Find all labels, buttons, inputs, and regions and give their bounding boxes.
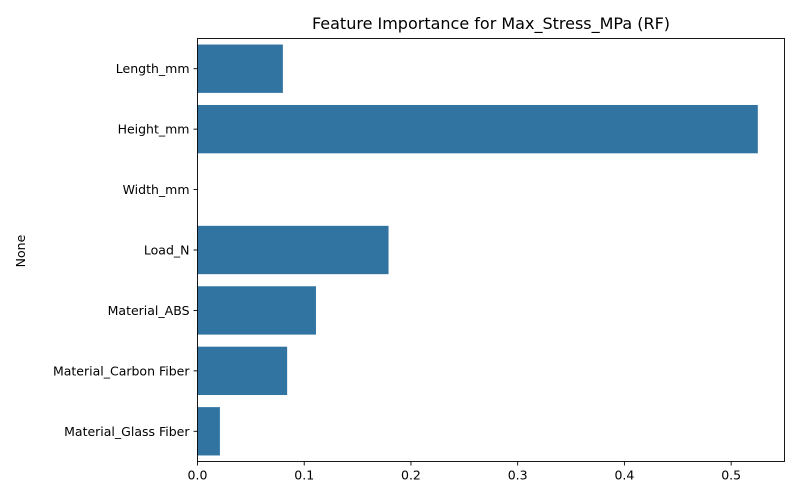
bars-layer (197, 44, 758, 456)
x-tick-label: 0.5 (721, 468, 741, 483)
bar-length-mm (197, 44, 283, 93)
x-tick-label: 0.0 (188, 468, 208, 483)
x-tick-label: 0.3 (508, 468, 528, 483)
y-tick-label: Width_mm (123, 182, 190, 197)
bar-material-carbon-fiber (197, 346, 288, 396)
plot-frame (197, 38, 785, 462)
y-tick-label: Length_mm (116, 61, 190, 76)
y-tick-label: Material_Glass Fiber (64, 424, 190, 439)
y-tick-label: Load_N (144, 243, 190, 258)
x-ticks: 0.0 0.1 0.2 0.3 0.4 0.5 (188, 461, 741, 483)
y-axis-label: None (13, 234, 28, 267)
bar-height-mm (197, 104, 758, 154)
bar-material-glass-fiber (197, 407, 220, 456)
x-tick-label: 0.1 (294, 468, 314, 483)
y-ticks: Length_mm Height_mm Width_mm Load_N Material… (53, 61, 198, 439)
x-tick-label: 0.4 (614, 468, 634, 483)
y-tick-label: Material_Carbon Fiber (53, 363, 190, 378)
chart-title: Feature Importance for Max_Stress_MPa (R… (312, 14, 670, 34)
bar-material-abs (197, 286, 316, 335)
y-tick-label: Material_ABS (108, 303, 190, 318)
x-tick-label: 0.2 (401, 468, 421, 483)
y-tick-label: Height_mm (118, 122, 190, 137)
bar-load-n (197, 225, 389, 275)
